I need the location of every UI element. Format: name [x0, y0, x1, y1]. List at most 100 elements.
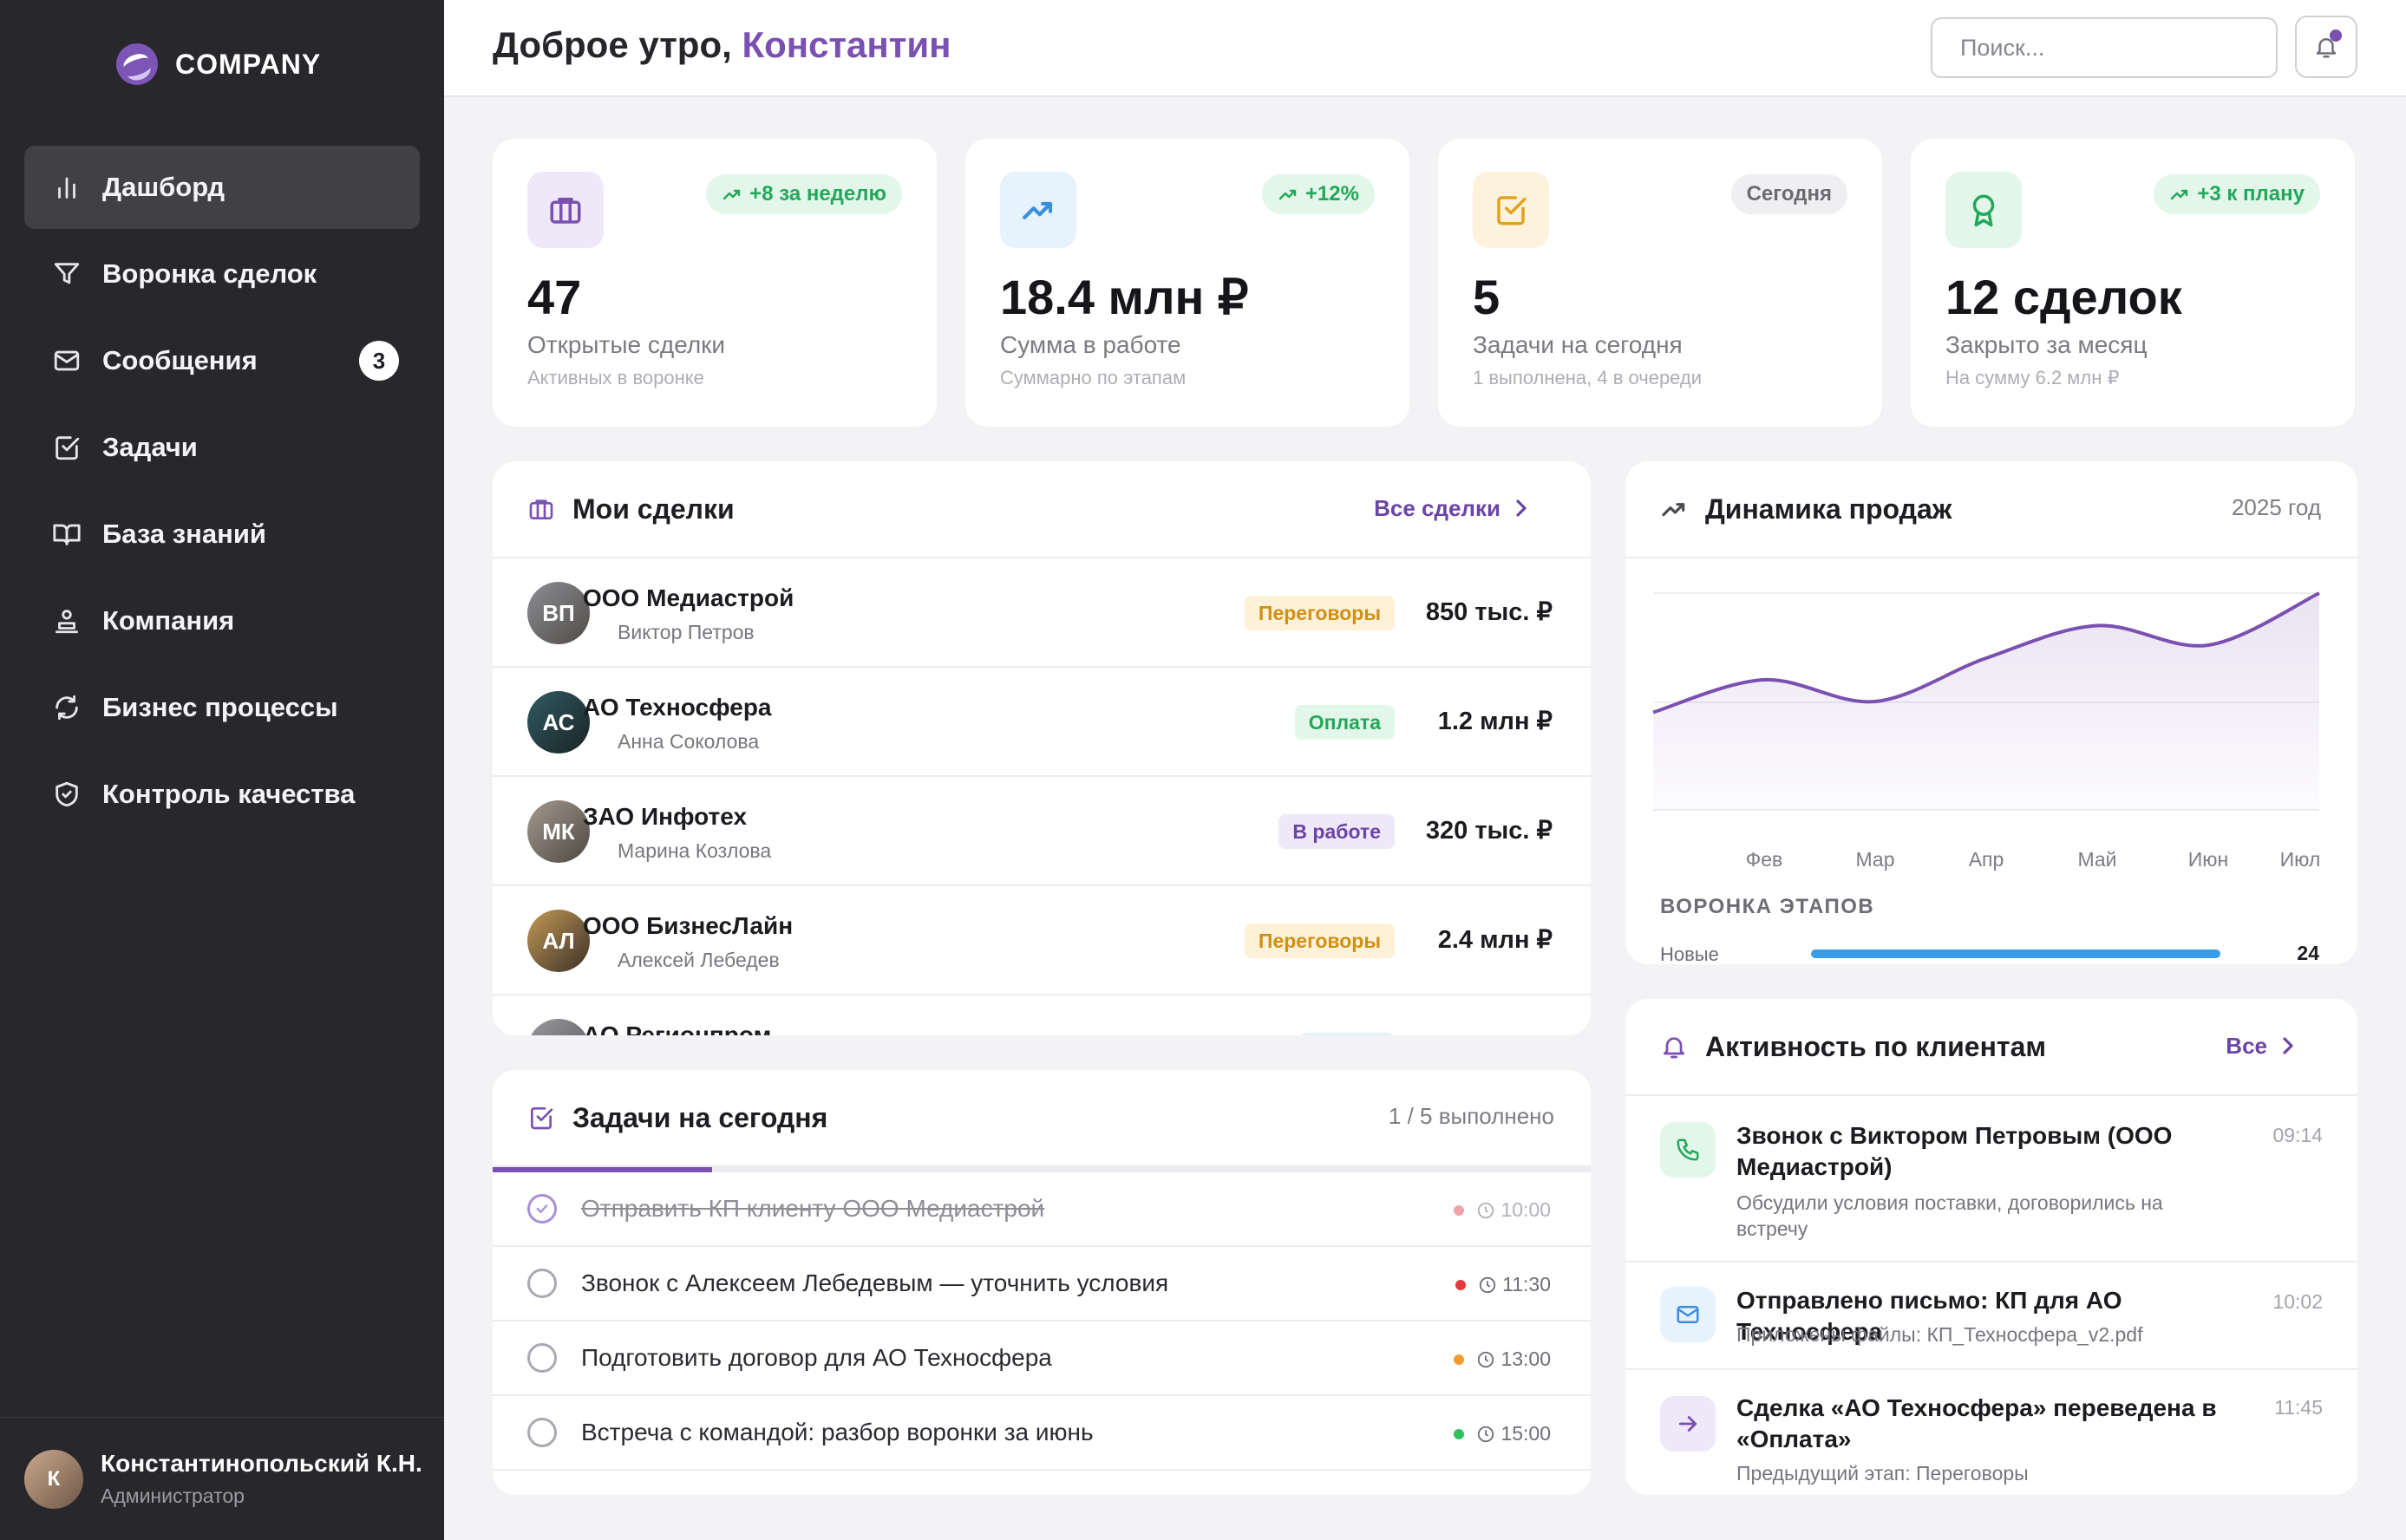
tasks-progress-bar	[493, 1167, 1591, 1172]
sidebar-item-business-processes[interactable]: Бизнес процессы	[24, 666, 420, 749]
deal-avatar: МК	[527, 800, 590, 863]
task-text: Подготовить договор для АО Техносфера	[581, 1344, 1052, 1371]
chevron-right-icon	[1516, 499, 1527, 517]
stat-trend-badge: +12%	[1261, 174, 1375, 214]
bell-icon	[2316, 38, 2337, 58]
greeting-text: Доброе утро,	[493, 24, 732, 65]
sales-period: 2025 год	[2231, 494, 2321, 520]
messages-count-badge: 3	[359, 341, 399, 381]
task-checkbox[interactable]	[527, 1343, 557, 1373]
mail-icon	[54, 350, 80, 371]
task-text: Встреча с командой: разбор воронки за ию…	[581, 1419, 1094, 1445]
sidebar-item-tasks[interactable]: Задачи	[24, 406, 420, 489]
activity-icon-box	[1660, 1122, 1716, 1178]
funnel-stage-label: Новые	[1660, 943, 1719, 964]
chart-x-tick: Июн	[2188, 848, 2228, 871]
activity-title: Звонок с Виктором Петровым (ООО Медиастр…	[1736, 1122, 2173, 1180]
activity-item[interactable]: Отправлено письмо: КП для АО Техносфера …	[1625, 1263, 2357, 1370]
tasks-progress-fill	[493, 1167, 713, 1172]
deal-company: ООО Медиастрой	[583, 584, 794, 611]
task-item[interactable]: Отправить КП клиенту ООО Медиастрой 10:0…	[493, 1172, 1591, 1247]
deals-header: Мои сделки Все сделки	[493, 461, 1591, 558]
sales-area	[1653, 593, 2319, 810]
sidebar-item-label: Контроль качества	[102, 779, 356, 809]
stat-trend-badge: +8 за неделю	[706, 174, 902, 214]
stat-label: Сумма в работе	[1000, 331, 1181, 358]
deal-amount: 320 тыс. ₽	[1425, 817, 1553, 845]
funnel-stage-count: 24	[2297, 942, 2319, 964]
clock-icon	[1478, 1202, 1494, 1218]
sidebar-item-company[interactable]: Компания	[24, 579, 420, 662]
deal-avatar	[527, 1019, 590, 1035]
stat-sub: На сумму 6.2 млн ₽	[1945, 367, 2120, 388]
sales-card: Динамика продаж 2025 год Фев Мар Апр Май Июн…	[1625, 461, 2357, 964]
trend-up-icon	[1278, 189, 1297, 200]
stat-card-tasks-today[interactable]: Сегодня 5 Задачи на сегодня 1 выполнена,…	[1438, 139, 1882, 427]
deal-row[interactable]: АС АО Техносфера Анна Соколова Оплата 1.…	[493, 668, 1591, 777]
task-checkbox[interactable]	[527, 1194, 557, 1224]
sidebar-item-quality-control[interactable]: Контроль качества	[24, 753, 420, 836]
sidebar-item-dashboard[interactable]: Дашборд	[24, 146, 420, 229]
stat-card-amount-in-work[interactable]: +12% 18.4 млн ₽ Сумма в работе Суммарно …	[965, 139, 1409, 427]
priority-dot	[1454, 1204, 1465, 1216]
briefcase-icon	[529, 499, 553, 519]
sidebar: COMPANY Дашборд Воронка сделок Сообщения…	[0, 0, 444, 1540]
shield-icon	[56, 781, 78, 807]
stat-sub: Активных в воронке	[527, 367, 704, 388]
stat-value: 12 сделок	[1945, 270, 2182, 324]
stat-trend-text: +12%	[1304, 182, 1359, 206]
stat-sub: Суммарно по этапам	[1000, 367, 1187, 388]
deal-contact: Марина Козлова	[618, 839, 772, 862]
sidebar-item-deal-funnel[interactable]: Воронка сделок	[24, 232, 420, 316]
activity-card: Активность по клиентам Все Звонок с Викт…	[1625, 999, 2357, 1495]
task-meta: 15:00	[1454, 1422, 1551, 1445]
task-meta: 13:00	[1454, 1348, 1551, 1371]
deal-row[interactable]: МК ЗАО Инфотех Марина Козлова В работе 3…	[493, 777, 1591, 886]
sidebar-item-label: Воронка сделок	[102, 258, 317, 289]
deal-contact: Алексей Лебедев	[618, 949, 780, 971]
task-check-icon	[531, 1107, 553, 1130]
search-input[interactable]	[1931, 17, 2278, 78]
stat-card-closed-month[interactable]: +3 к плану 12 сделок Закрыто за месяц На…	[1911, 139, 2355, 427]
sidebar-item-messages[interactable]: Сообщения 3	[24, 319, 420, 402]
deal-company: ООО БизнесЛайн	[583, 912, 794, 939]
task-text: Звонок с Алексеем Лебедевым — уточнить у…	[581, 1269, 1169, 1296]
task-item[interactable]: Подготовить договор для АО Техносфера 13…	[493, 1321, 1591, 1396]
stat-icon-box	[1000, 172, 1076, 248]
task-meta: 11:30	[1455, 1273, 1551, 1296]
activity-item[interactable]: Звонок с Виктором Петровым (ООО Медиастр…	[1625, 1096, 2357, 1263]
sales-header: Динамика продаж 2025 год	[1625, 461, 2357, 558]
tasks-header: Задачи на сегодня 1 / 5 выполнено	[493, 1070, 1591, 1167]
task-item[interactable]: Встреча с командой: разбор воронки за ию…	[493, 1396, 1591, 1471]
activity-time: 10:02	[2272, 1290, 2323, 1313]
stat-period-badge: Сегодня	[1730, 174, 1847, 214]
trend-up-icon	[1662, 503, 1685, 517]
deal-row[interactable]: ВП ООО Медиастрой Виктор Петров Перегово…	[493, 558, 1591, 668]
all-deals-link[interactable]: Все сделки	[1374, 494, 1553, 522]
current-user[interactable]: К Константинопольский К.Н. Администратор	[0, 1417, 444, 1540]
sidebar-item-label: Задачи	[102, 432, 198, 462]
task-checkbox[interactable]	[527, 1418, 557, 1447]
priority-dot	[1455, 1279, 1467, 1290]
activity-description: Приложены файлы: КП_Техносфера_v2.pdf	[1736, 1323, 2143, 1346]
deal-status-badge	[1299, 1033, 1395, 1035]
task-checkbox[interactable]	[527, 1269, 557, 1298]
deal-row[interactable]: АЛ ООО БизнесЛайн Алексей Лебедев Перего…	[493, 886, 1591, 995]
brand-name: COMPANY	[175, 48, 322, 80]
stat-trend-text: +3 к плану	[2197, 182, 2305, 206]
deal-row[interactable]: АО Регионпром	[493, 995, 1591, 1035]
stat-card-open-deals[interactable]: +8 за неделю 47 Открытые сделки Активных…	[493, 139, 937, 427]
notifications-button[interactable]	[2295, 16, 2357, 78]
activity-item[interactable]: Сделка «АО Техносфера» переведена в «Опл…	[1625, 1370, 2357, 1491]
brand-logo[interactable]: COMPANY	[116, 43, 321, 85]
task-item[interactable]: Звонок с Алексеем Лебедевым — уточнить у…	[493, 1247, 1591, 1321]
chart-x-tick: Мар	[1855, 848, 1894, 871]
org-icon	[56, 610, 78, 634]
chart-x-tick: Май	[2077, 848, 2116, 871]
refresh-icon	[56, 695, 78, 721]
stat-label: Закрыто за месяц	[1945, 331, 2148, 358]
all-activity-link[interactable]: Все	[2226, 1032, 2319, 1060]
task-time: 11:30	[1502, 1273, 1551, 1295]
sidebar-item-knowledge-base[interactable]: База знаний	[24, 493, 420, 576]
stat-label: Открытые сделки	[527, 331, 726, 358]
